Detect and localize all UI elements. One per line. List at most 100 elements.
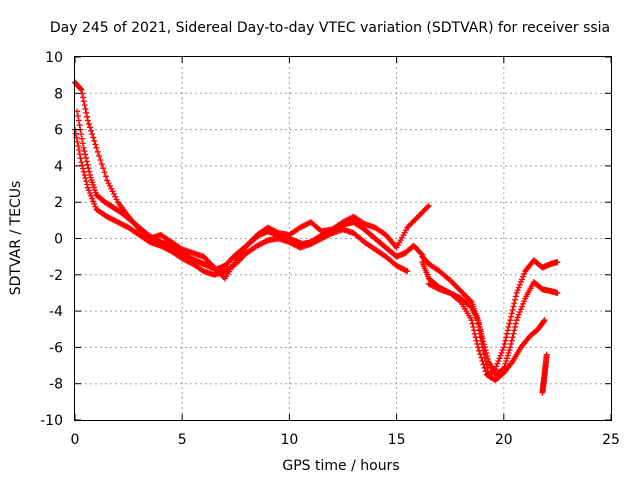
data-point [475, 344, 482, 351]
data-points [72, 79, 561, 396]
data-point [83, 178, 90, 185]
data-point [479, 358, 486, 365]
data-point [97, 157, 104, 164]
data-point [495, 358, 502, 365]
data-point [483, 350, 490, 357]
data-point [82, 151, 89, 158]
data-point [93, 144, 100, 151]
data-point [469, 320, 476, 327]
data-point [83, 109, 90, 116]
data-point [482, 368, 489, 375]
y-tick-label: -6 [49, 340, 63, 356]
data-point [79, 140, 86, 147]
chart-title: Day 245 of 2021, Sidereal Day-to-day VTE… [50, 20, 610, 36]
data-point [91, 201, 98, 208]
data-point [425, 202, 432, 209]
y-tick-label: 10 [45, 50, 63, 66]
data-point [497, 352, 504, 359]
data-point [541, 317, 548, 324]
data-point [82, 154, 89, 161]
data-point [476, 347, 483, 354]
data-point [78, 159, 85, 166]
data-point [86, 168, 93, 175]
data-point [516, 309, 523, 316]
data-point [498, 349, 505, 356]
data-point [84, 181, 91, 188]
data-point [84, 117, 91, 124]
data-point [516, 281, 523, 288]
data-point [109, 188, 116, 195]
data-point [515, 311, 522, 318]
data-point [508, 313, 515, 320]
y-tick-label: -2 [49, 268, 63, 284]
data-point [507, 344, 514, 351]
data-point [520, 273, 527, 280]
data-point [506, 320, 513, 327]
data-point [479, 335, 486, 342]
data-point [74, 138, 81, 145]
data-point [540, 318, 547, 325]
data-point [480, 341, 487, 348]
data-point [81, 171, 88, 178]
data-point [88, 192, 95, 199]
data-point [85, 120, 92, 127]
data-point [509, 306, 516, 313]
data-point [482, 347, 489, 354]
data-point [102, 173, 109, 180]
data-point [474, 340, 481, 347]
data-point [473, 337, 480, 344]
y-tick-label: 4 [54, 159, 63, 175]
data-point [74, 108, 81, 115]
data-point [478, 354, 485, 361]
data-point [77, 155, 84, 162]
data-point [494, 360, 501, 367]
data-point [504, 327, 511, 334]
data-point [84, 184, 91, 191]
data-point [105, 180, 112, 187]
data-point [90, 134, 97, 141]
data-point [506, 347, 513, 354]
data-point [554, 289, 561, 296]
data-point [84, 113, 91, 120]
data-point [500, 344, 507, 351]
data-point [508, 337, 515, 344]
data-point [508, 340, 515, 347]
data-point [113, 196, 120, 203]
data-point [519, 276, 526, 283]
data-point [507, 317, 514, 324]
data-point [78, 135, 85, 142]
x-tick-label: 5 [178, 432, 187, 448]
y-tick-label: 8 [54, 86, 63, 102]
data-point [496, 355, 503, 362]
data-point [519, 303, 526, 310]
data-point [513, 317, 520, 324]
data-point [96, 152, 103, 159]
data-point [80, 98, 87, 105]
data-point [501, 340, 508, 347]
data-point [505, 349, 512, 356]
data-point [481, 344, 488, 351]
data-point [509, 334, 516, 341]
data-point [512, 320, 519, 327]
data-point [80, 94, 87, 101]
data-point [81, 148, 88, 155]
data-point [418, 250, 425, 257]
data-point [504, 330, 511, 337]
data-point [521, 270, 528, 277]
data-point [511, 327, 518, 334]
data-point [510, 330, 517, 337]
data-point [402, 267, 409, 274]
plot-frame [74, 56, 612, 421]
data-point [404, 268, 411, 275]
data-point [503, 334, 510, 341]
data-point [515, 284, 522, 291]
data-point [100, 165, 107, 172]
data-point [502, 337, 509, 344]
data-point [508, 310, 515, 317]
data-point [92, 203, 99, 210]
data-point [76, 147, 83, 154]
data-point [521, 298, 528, 305]
data-point [106, 182, 113, 189]
data-point [543, 351, 550, 358]
